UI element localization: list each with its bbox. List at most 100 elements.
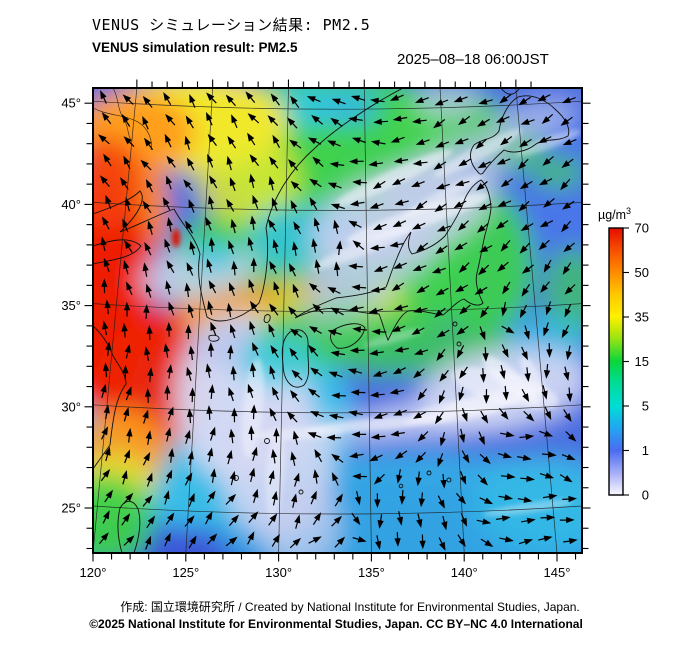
axis-labels: 120° 125° 130° 135° 140° 145° 45° 40° 35° 30° 25° bbox=[61, 96, 570, 580]
wind-arrow bbox=[500, 178, 514, 188]
wind-arrow bbox=[330, 203, 345, 210]
wind-arrow bbox=[290, 199, 298, 214]
wind-arrow bbox=[539, 220, 554, 228]
coastlines bbox=[93, 88, 570, 553]
wind-arrow bbox=[377, 514, 384, 529]
wind-arrow bbox=[273, 281, 280, 296]
wind-arrow bbox=[330, 350, 346, 357]
parallel bbox=[93, 404, 582, 414]
wind-arrow bbox=[250, 257, 257, 273]
wind-arrow bbox=[374, 493, 381, 509]
wind-arrow bbox=[351, 284, 367, 291]
wind-arrow bbox=[461, 450, 470, 464]
colorbar-tick-label: 50 bbox=[635, 265, 649, 280]
wind-arrow bbox=[538, 239, 550, 251]
wind-arrow bbox=[290, 389, 300, 402]
wind-arrow bbox=[144, 346, 151, 361]
wind-arrow bbox=[434, 99, 449, 106]
wind-arrow bbox=[351, 431, 367, 438]
islet bbox=[264, 438, 270, 444]
wind-arrow bbox=[162, 197, 171, 211]
wind-arrow bbox=[307, 432, 322, 439]
wind-arrow bbox=[523, 325, 530, 340]
wind-arrow bbox=[435, 245, 448, 255]
border-line bbox=[93, 107, 152, 151]
wind-arrow bbox=[459, 366, 468, 379]
wind-arrow bbox=[104, 299, 111, 315]
wind-arrow bbox=[100, 383, 107, 399]
lon-tick-label: 140° bbox=[451, 565, 478, 580]
lon-tick-label: 125° bbox=[172, 565, 199, 580]
wind-arrow bbox=[105, 194, 112, 209]
parallel bbox=[93, 505, 582, 515]
wind-arrow bbox=[292, 283, 299, 298]
wind-arrow bbox=[538, 178, 553, 186]
lat-tick-label: 25° bbox=[61, 501, 81, 516]
wind-arrow bbox=[542, 155, 554, 166]
wind-arrow bbox=[225, 536, 238, 547]
wind-arrow bbox=[496, 515, 511, 522]
wind-arrow bbox=[251, 446, 258, 461]
wind-arrow bbox=[393, 304, 409, 311]
wind-arrow bbox=[543, 259, 552, 273]
wind-arrow bbox=[249, 215, 257, 231]
wind-arrow bbox=[271, 386, 280, 401]
wind-arrow bbox=[563, 409, 572, 422]
wind-arrow bbox=[123, 407, 130, 422]
wind-arrow bbox=[539, 472, 555, 479]
wind-arrow bbox=[391, 282, 405, 292]
wind-arrow bbox=[370, 97, 385, 104]
wind-arrow bbox=[100, 426, 109, 440]
wind-arrow bbox=[326, 434, 342, 441]
wind-arrow bbox=[393, 409, 408, 416]
wind-arrow bbox=[248, 511, 259, 523]
wind-arrow bbox=[186, 157, 195, 171]
wind-arrow bbox=[270, 345, 279, 358]
wind-arrow bbox=[330, 117, 343, 127]
wind-arrow bbox=[350, 95, 366, 102]
wind-arrow bbox=[273, 427, 280, 443]
wind-arrow bbox=[480, 410, 489, 424]
wind-arrow bbox=[314, 259, 321, 274]
wind-arrow bbox=[227, 344, 234, 360]
wind-arrow bbox=[164, 238, 171, 253]
wind-arrow bbox=[562, 495, 578, 503]
wind-arrow bbox=[479, 326, 486, 341]
wind-arrow bbox=[267, 219, 277, 232]
wind-arrow bbox=[439, 369, 449, 382]
wind-arrow bbox=[393, 262, 408, 269]
meridian bbox=[439, 88, 465, 553]
wind-arrow bbox=[184, 135, 191, 150]
wind-arrow bbox=[287, 117, 298, 129]
wind-arrow bbox=[226, 449, 233, 465]
wind-arrow bbox=[413, 368, 425, 379]
axis-ticks bbox=[84, 79, 591, 562]
wind-arrow bbox=[454, 242, 468, 251]
wind-arrow bbox=[482, 347, 489, 362]
wind-arrow bbox=[478, 98, 493, 105]
wind-arrow bbox=[292, 430, 299, 445]
wind-arrow bbox=[146, 325, 153, 340]
wind-arrow bbox=[500, 240, 511, 252]
wind-arrow bbox=[329, 161, 345, 168]
wind-arrow bbox=[562, 262, 572, 275]
islet bbox=[298, 489, 304, 495]
wind-arrow bbox=[184, 282, 191, 298]
wind-arrow bbox=[226, 198, 235, 212]
wind-arrow bbox=[101, 278, 108, 294]
lat-tick-label: 45° bbox=[61, 96, 81, 111]
wind-arrow bbox=[347, 368, 363, 375]
wind-arrow bbox=[269, 407, 277, 422]
wind-arrow bbox=[349, 200, 365, 207]
wind-arrow bbox=[559, 474, 573, 483]
wind-arrow bbox=[186, 262, 194, 276]
wind-arrow bbox=[349, 347, 365, 354]
map-frame bbox=[92, 87, 583, 554]
wind-arrow bbox=[498, 407, 509, 420]
wind-arrow bbox=[540, 514, 556, 521]
wind-arrow bbox=[476, 222, 489, 233]
field-blob bbox=[187, 241, 239, 271]
wind-arrow bbox=[312, 303, 324, 315]
wind-arrow bbox=[372, 180, 386, 190]
